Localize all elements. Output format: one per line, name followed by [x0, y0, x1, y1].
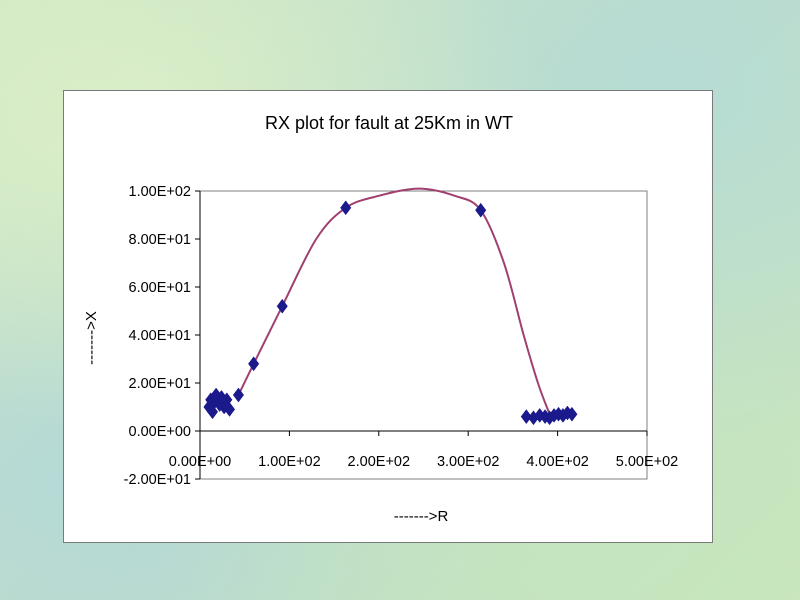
- data-point: [340, 200, 352, 216]
- curve-layer: [237, 187, 550, 413]
- x-tick-label: 5.00E+02: [616, 454, 679, 470]
- data-point: [520, 409, 532, 425]
- chart-title: RX plot for fault at 25Km in WT: [265, 113, 513, 133]
- y-tick-label: 1.00E+02: [129, 184, 192, 200]
- points-layer: [203, 200, 578, 426]
- axes: [195, 190, 648, 480]
- labels-layer: -2.00E+01 0.00E+00 2.00E+01 4.00E+01 6.00E+0…: [124, 184, 679, 488]
- data-point: [223, 401, 236, 417]
- y-axis-title: ------->X: [83, 311, 100, 365]
- x-tick-label: 0.00E+00: [169, 454, 232, 470]
- y-tick-label: 0.00E+00: [129, 424, 192, 440]
- x-tick-label: 2.00E+02: [348, 454, 411, 470]
- data-point: [276, 298, 288, 314]
- x-tick-label: 3.00E+02: [437, 454, 500, 470]
- x-tick-label: 1.00E+02: [258, 454, 321, 470]
- y-tick-label: 4.00E+01: [129, 328, 192, 344]
- y-tick-label: 6.00E+01: [129, 280, 192, 296]
- chart-panel: RX plot for fault at 25Km in WT -2.00E+0…: [63, 90, 713, 543]
- rx-plot-chart: RX plot for fault at 25Km in WT -2.00E+0…: [83, 113, 679, 525]
- x-axis-title: ------->R: [394, 508, 449, 525]
- data-point: [475, 202, 487, 218]
- series-line: [237, 187, 550, 413]
- y-tick-label: 2.00E+01: [129, 376, 192, 392]
- y-tick-label: 8.00E+01: [129, 232, 192, 248]
- data-point: [566, 406, 578, 422]
- data-point: [248, 356, 260, 372]
- data-point: [232, 387, 245, 403]
- y-tick-label: -2.00E+01: [124, 472, 191, 488]
- x-tick-label: 4.00E+02: [526, 454, 589, 470]
